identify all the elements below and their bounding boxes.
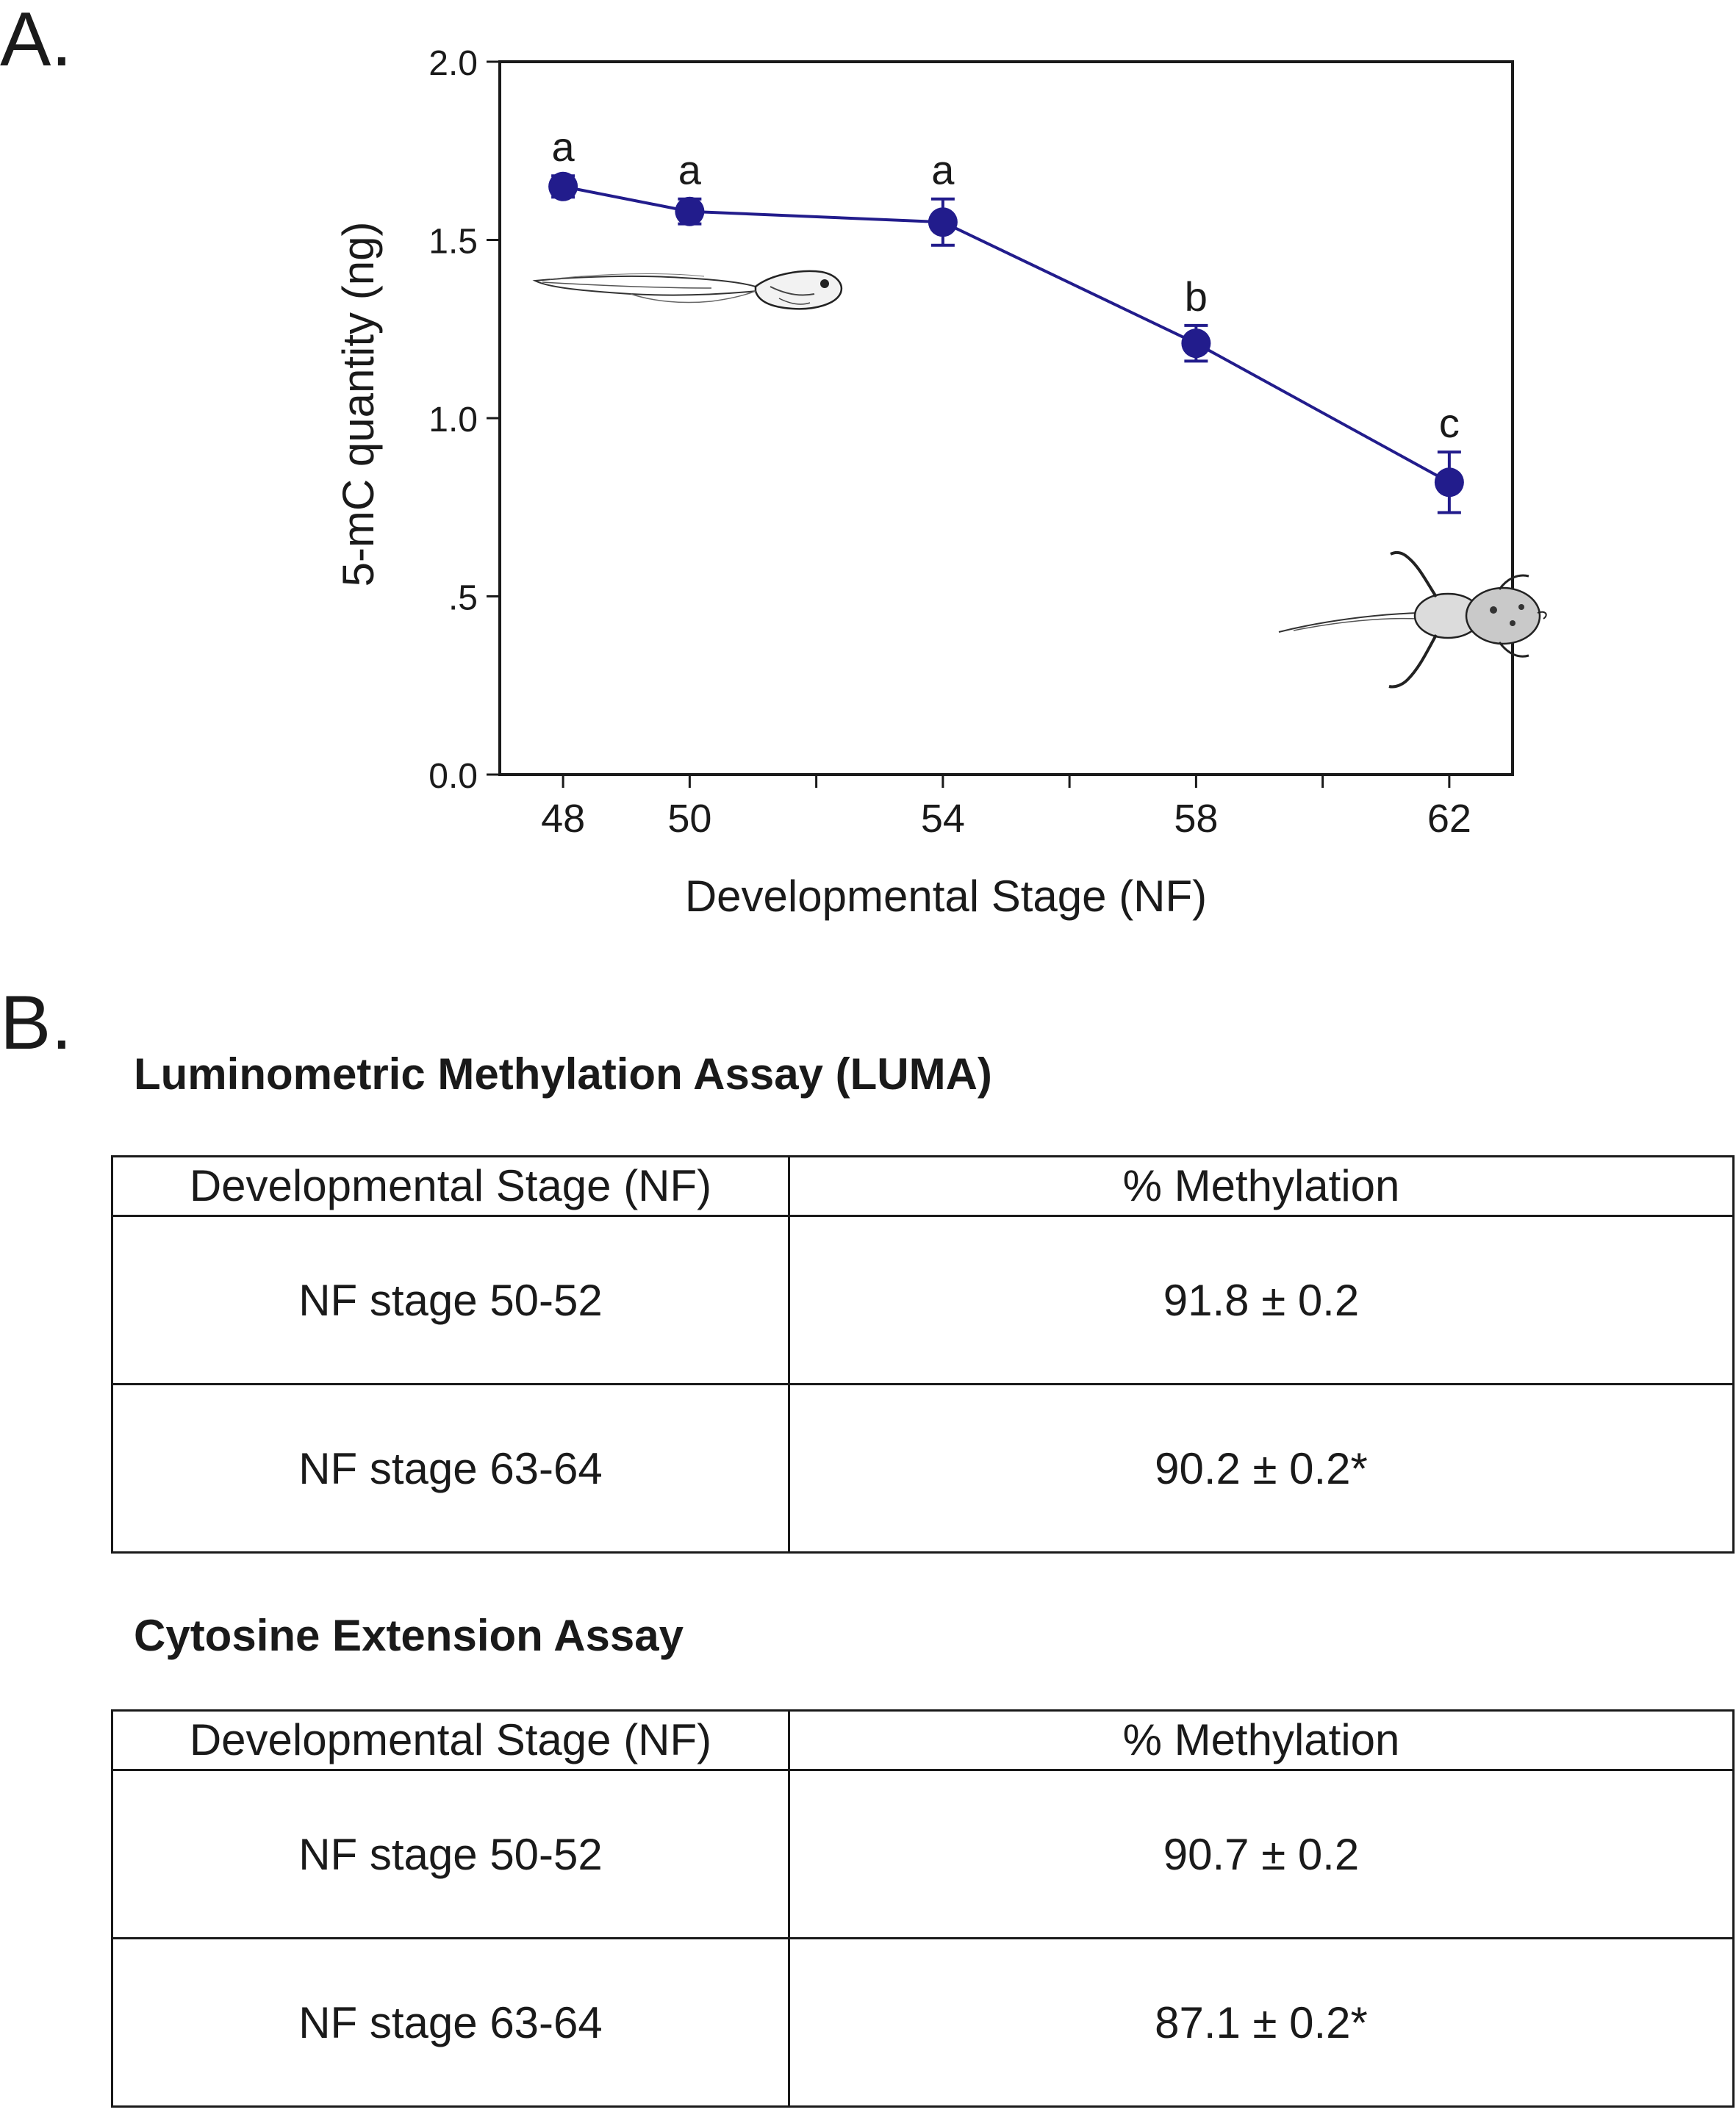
data-point xyxy=(1181,328,1211,359)
x-axis-label: Developmental Stage (NF) xyxy=(685,872,1207,921)
cell-methylation: 90.7 ± 0.2 xyxy=(788,1769,1735,1939)
header-stage: Developmental Stage (NF) xyxy=(111,1155,790,1217)
x-tick-label: 50 xyxy=(667,797,711,841)
y-tick-label: 2.0 xyxy=(428,44,478,83)
cea-table: Developmental Stage (NF) % Methylation N… xyxy=(111,1709,1735,2108)
data-point xyxy=(1434,467,1464,498)
tadpole-illustration xyxy=(532,270,843,310)
plot-border xyxy=(498,60,1514,776)
cell-methylation: 90.2 ± 0.2* xyxy=(788,1383,1735,1554)
x-tick-label: 48 xyxy=(541,797,585,841)
table-row: NF stage 63-64 87.1 ± 0.2* xyxy=(111,1937,1735,2108)
cell-stage: NF stage 63-64 xyxy=(111,1383,790,1554)
data-point xyxy=(548,171,578,201)
cea-title: Cytosine Extension Assay xyxy=(134,1611,684,1660)
panel-b-label: B. xyxy=(0,980,73,1066)
cell-stage: NF stage 50-52 xyxy=(111,1215,790,1385)
froglet-illustration xyxy=(1278,550,1547,689)
cell-stage: NF stage 63-64 xyxy=(111,1937,790,2108)
series-line xyxy=(562,184,1450,484)
significance-letter: c xyxy=(1439,400,1460,446)
header-methylation: % Methylation xyxy=(788,1709,1735,1771)
axis-labels: Developmental Stage (NF) 5-mC quantity (… xyxy=(334,222,1207,921)
illustrations xyxy=(532,270,1547,689)
cell-stage: NF stage 50-52 xyxy=(111,1769,790,1939)
significance-letter: a xyxy=(931,147,955,193)
y-tick-label: 0.0 xyxy=(428,757,478,796)
y-tick-label: .5 xyxy=(448,579,478,618)
data-point xyxy=(928,207,958,237)
cell-methylation: 91.8 ± 0.2 xyxy=(788,1215,1735,1385)
panel-a-label: A. xyxy=(0,0,73,82)
cell-methylation: 87.1 ± 0.2* xyxy=(788,1937,1735,2108)
x-tick-label: 54 xyxy=(921,797,965,841)
significance-letter: a xyxy=(552,123,575,170)
data-point xyxy=(675,196,705,226)
methylation-line-chart: 0.0 .5 1.0 1.5 2.0 48 50 54 58 62 a a a b c xyxy=(334,44,1547,921)
series-group: a a a b c xyxy=(548,123,1464,514)
table-row: NF stage 50-52 90.7 ± 0.2 xyxy=(111,1769,1735,1939)
x-tick-label: 62 xyxy=(1427,797,1471,841)
y-axis-label: 5-mC quantity (ng) xyxy=(334,222,383,587)
axis-ticks: 0.0 .5 1.0 1.5 2.0 48 50 54 58 62 xyxy=(428,44,1471,841)
y-tick-label: 1.0 xyxy=(428,401,478,439)
header-stage: Developmental Stage (NF) xyxy=(111,1709,790,1771)
plot-frame xyxy=(498,60,1514,776)
table-header-row: Developmental Stage (NF) % Methylation xyxy=(111,1155,1735,1217)
table-row: NF stage 63-64 90.2 ± 0.2* xyxy=(111,1383,1735,1554)
luma-table: Developmental Stage (NF) % Methylation N… xyxy=(111,1155,1735,1554)
table-header-row: Developmental Stage (NF) % Methylation xyxy=(111,1709,1735,1771)
x-tick-label: 58 xyxy=(1174,797,1218,841)
significance-letter: a xyxy=(678,147,702,193)
table-row: NF stage 50-52 91.8 ± 0.2 xyxy=(111,1215,1735,1385)
luma-title: Luminometric Methylation Assay (LUMA) xyxy=(134,1049,992,1099)
header-methylation: % Methylation xyxy=(788,1155,1735,1217)
y-tick-label: 1.5 xyxy=(428,223,478,262)
significance-letter: b xyxy=(1185,273,1208,320)
